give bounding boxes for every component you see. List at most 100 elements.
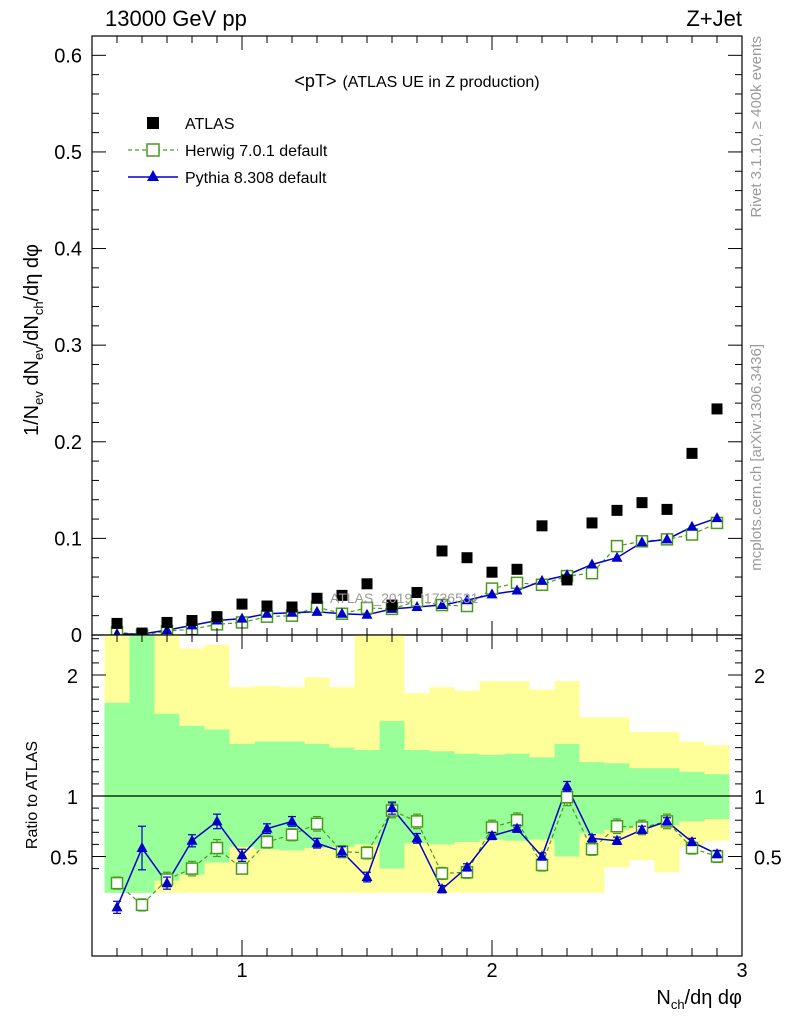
ratio-herwig-point (435, 867, 449, 880)
atlas-point (261, 600, 273, 612)
ratio-pythia-point (561, 780, 573, 791)
atlas-point (686, 447, 698, 459)
main-marks (110, 403, 724, 635)
main-y-tick-label: 0.1 (54, 528, 82, 550)
ratio-herwig-point (410, 815, 424, 828)
pythia-point (611, 551, 623, 562)
energy-label: 13000 GeV pp (105, 6, 247, 31)
herwig-point (585, 566, 599, 580)
ratio-marks (110, 780, 724, 914)
ratio-pythia-point (311, 837, 323, 848)
pythia-point (486, 588, 498, 599)
ratio-herwig-point (260, 835, 274, 849)
ratio-pythia-point (136, 842, 148, 853)
pythia-point (311, 605, 323, 616)
pythia-point (661, 533, 673, 544)
ratio-pythia-point (611, 834, 623, 845)
ratio-pythia-point (536, 850, 548, 861)
ratio-herwig-point (535, 858, 549, 872)
plot-title-sub: (ATLAS UE in Z production) (342, 74, 539, 91)
atlas-point (286, 601, 298, 613)
legend-atlas-label: ATLAS (185, 116, 235, 133)
atlas-point (536, 520, 548, 532)
pythia-point (686, 520, 698, 531)
ratio-pythia-point (336, 845, 348, 856)
ratio-y-axis-title: Ratio to ATLAS (24, 741, 41, 849)
ratio-band-inner (379, 720, 405, 869)
pythia-point (236, 612, 248, 623)
ratio-herwig-point (310, 817, 324, 831)
legend-pythia-label: Pythia 8.308 default (185, 170, 327, 187)
ratio-pythia-point (236, 849, 248, 860)
pythia-point (361, 608, 373, 619)
main-y-tick-label: 0.6 (54, 45, 82, 67)
ratio-pythia-point (161, 877, 173, 888)
analysis-watermark: ATLAS_2019_I1736531 (330, 590, 479, 606)
atlas-point (561, 574, 573, 586)
ratio-pythia-point (711, 848, 723, 859)
atlas-point (236, 598, 248, 610)
ratio-band-inner (679, 771, 705, 822)
atlas-point (111, 617, 123, 629)
atlas-point (436, 545, 448, 557)
ratio-pythia-point (261, 822, 273, 833)
legend-herwig-label: Herwig 7.0.1 default (185, 143, 328, 160)
ratio-band-inner (104, 702, 130, 893)
pythia-point (436, 599, 448, 610)
ratio-band-inner (179, 725, 205, 875)
x-tick-label: 2 (486, 960, 497, 982)
x-axis-title: Nch/dη dφ (656, 987, 742, 1012)
atlas-point (211, 611, 223, 623)
ratio-herwig-point (360, 846, 374, 860)
ratio-herwig-point (185, 862, 199, 875)
mcplots-label: mcplots.cern.ch [arXiv:1306.3436] (748, 344, 765, 571)
ratio-band-inner (529, 757, 555, 840)
pythia-point (261, 607, 273, 618)
ratio-band-inner (329, 747, 355, 847)
ratio-pythia-point (411, 832, 423, 843)
ratio-herwig-point (110, 876, 124, 890)
atlas-point (411, 586, 423, 598)
pythia-point (711, 512, 723, 523)
pythia-point (336, 607, 348, 618)
pythia-point (511, 584, 523, 595)
ratio-herwig-point (610, 820, 624, 833)
ratio-herwig-point (560, 790, 574, 804)
atlas-point (336, 589, 348, 601)
x-tick-label: 1 (236, 960, 247, 982)
ratio-pythia-point (686, 835, 698, 846)
legend-pythia-marker (147, 170, 159, 181)
ratio-herwig-point (585, 842, 599, 856)
ratio-band-inner (229, 743, 255, 847)
ratio-band-inner (704, 774, 730, 819)
ratio-pythia-point (586, 832, 598, 843)
ratio-pythia-point (486, 829, 498, 840)
main-axis-ticks: 0 0.1 0.2 0.3 0.4 0.5 0.6 (54, 36, 742, 647)
atlas-point (636, 497, 648, 509)
plot-title: <pT> (ATLAS UE in Z production) (294, 71, 539, 91)
pythia-point (411, 600, 423, 611)
rivet-version-label: Rivet 3.1.10, ≥ 400k events (748, 36, 765, 218)
ratio-panel: 0.5 0.5 1 1 2 2 1 2 3 (50, 634, 782, 982)
ratio-pythia-point (661, 815, 673, 826)
ratio-pythia-point (361, 871, 373, 882)
ratio-pythia-point (461, 861, 473, 872)
legend-herwig-marker (146, 143, 160, 157)
atlas-point (661, 503, 673, 515)
pythia-line (117, 517, 718, 635)
herwig-point (610, 539, 624, 553)
atlas-point (511, 563, 523, 575)
atlas-point (711, 403, 723, 415)
process-label: Z+Jet (686, 6, 742, 31)
ratio-band-inner (429, 751, 455, 845)
atlas-point (186, 615, 198, 627)
main-y-tick-label: 0.3 (54, 335, 82, 357)
ratio-axis-ticks: 0.5 0.5 1 1 2 2 1 2 3 (50, 635, 782, 982)
main-y-tick-label: 0.2 (54, 432, 82, 454)
ratio-pythia-point (436, 883, 448, 894)
pythia-point (586, 558, 598, 569)
ratio-band-inner (579, 762, 605, 834)
atlas-point (161, 616, 173, 628)
main-panel: 0 0.1 0.2 0.3 0.4 0.5 0.6 <pT> (ATLAS UE in Z p… (54, 35, 743, 647)
ratio-pythia-point (636, 823, 648, 834)
